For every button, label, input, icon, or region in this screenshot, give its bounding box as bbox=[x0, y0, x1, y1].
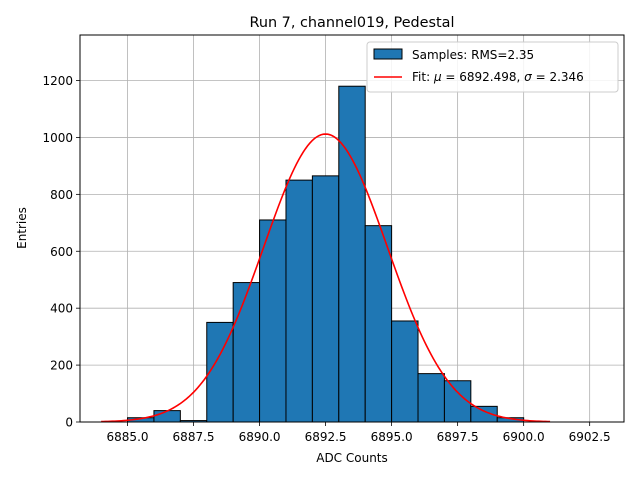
chart-title: Run 7, channel019, Pedestal bbox=[250, 15, 455, 31]
histogram-bar bbox=[443, 380, 472, 423]
x-tick-label: 6897.5 bbox=[437, 430, 479, 444]
histogram-bar bbox=[391, 320, 419, 423]
y-tick-label: 0 bbox=[65, 416, 73, 430]
x-tick-label: 6892.5 bbox=[305, 430, 347, 444]
y-tick-label: 800 bbox=[50, 188, 73, 202]
histogram-bar bbox=[232, 282, 261, 423]
histogram-bar bbox=[153, 410, 181, 423]
x-tick-label: 6902.5 bbox=[569, 430, 611, 444]
histogram-bar bbox=[206, 321, 234, 423]
histogram-bar bbox=[285, 179, 313, 423]
x-tick-label: 6885.0 bbox=[107, 430, 149, 444]
fit-curve bbox=[101, 133, 551, 423]
legend-histogram-label: Samples: RMS=2.35 bbox=[412, 48, 534, 62]
histogram-bar bbox=[259, 219, 287, 423]
y-tick-label: 1200 bbox=[42, 74, 73, 88]
y-tick-label: 400 bbox=[50, 302, 73, 316]
plot-frame bbox=[79, 34, 625, 423]
y-tick-label: 1000 bbox=[42, 131, 73, 145]
legend-fit-mu-symbol: μ bbox=[433, 70, 442, 84]
x-tick-label: 6887.5 bbox=[173, 430, 215, 444]
y-axis-label: Entries bbox=[15, 207, 29, 249]
legend-box bbox=[366, 41, 619, 93]
x-axis-label: ADC Counts bbox=[316, 451, 388, 465]
x-tick-label: 6900.0 bbox=[503, 430, 545, 444]
fit-curve-layer bbox=[101, 133, 551, 423]
legend: Samples: RMS=2.35 Fit: μ = 6892.498, σ =… bbox=[366, 41, 619, 93]
histogram-bar bbox=[338, 85, 366, 423]
histogram-bar bbox=[311, 175, 340, 423]
histogram-bar bbox=[364, 225, 393, 423]
axis-ticks: 6885.0 6887.5 6890.0 6892.5 6895.0 6897.5 6900… bbox=[42, 74, 610, 444]
x-tick-label: 6890.0 bbox=[239, 430, 281, 444]
y-tick-label: 600 bbox=[50, 245, 73, 259]
x-tick-label: 6895.0 bbox=[371, 430, 413, 444]
y-tick-label: 200 bbox=[50, 359, 73, 373]
legend-histogram-swatch bbox=[373, 48, 403, 60]
legend-fit-label: Fit: μ = 6892.498, σ = 2.346 bbox=[412, 70, 584, 84]
histogram-bars bbox=[127, 85, 525, 423]
histogram-bar bbox=[417, 373, 445, 423]
legend-fit-sigma-symbol: σ bbox=[524, 70, 532, 84]
